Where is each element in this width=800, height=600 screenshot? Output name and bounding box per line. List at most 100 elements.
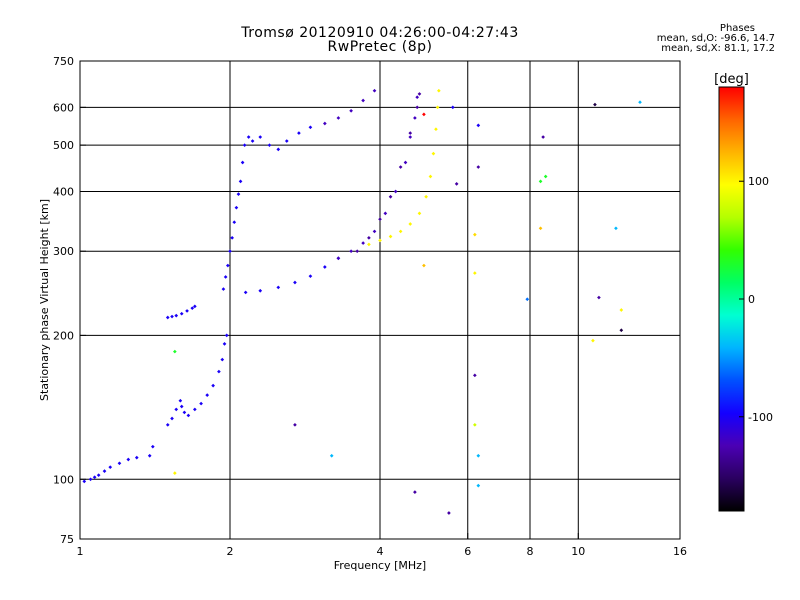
- data-point: [230, 235, 234, 240]
- data-point: [393, 189, 398, 194]
- data-point: [437, 88, 441, 93]
- data-point: [102, 469, 107, 473]
- data-point: [276, 285, 281, 290]
- data-point: [134, 455, 139, 460]
- data-point: [88, 477, 93, 482]
- data-point: [543, 174, 548, 179]
- x-axis-ticks: 1 2 4 6 8 10 16: [77, 533, 687, 558]
- data-point: [417, 211, 422, 216]
- grid-lines: [80, 61, 680, 539]
- phase-stats-header: Phases: [719, 23, 755, 34]
- data-point: [185, 309, 189, 313]
- x-axis-label: Frequency [MHz]: [334, 559, 426, 572]
- data-point: [378, 238, 382, 243]
- data-point: [242, 143, 247, 148]
- data-point: [538, 179, 543, 184]
- data-point: [367, 242, 371, 247]
- data-point: [415, 105, 420, 110]
- data-point: [372, 88, 377, 93]
- data-point: [450, 105, 455, 110]
- data-point: [170, 416, 174, 421]
- data-point: [92, 475, 97, 480]
- y-tick-label: 600: [53, 101, 74, 114]
- data-point: [221, 287, 226, 291]
- data-point: [614, 226, 618, 231]
- data-point: [336, 116, 341, 120]
- data-point: [473, 232, 477, 237]
- data-point: [349, 108, 353, 113]
- colorbar-tick-label: 0: [748, 293, 755, 306]
- data-point: [293, 280, 297, 285]
- y-tick-label: 750: [53, 55, 74, 68]
- data-point: [150, 444, 155, 449]
- chart-title: Tromsø 20120910 04:26:00-04:27:43: [241, 25, 519, 41]
- data-point: [619, 308, 624, 312]
- data-point: [179, 311, 184, 316]
- x-tick-label: 8: [527, 545, 534, 558]
- data-point: [174, 313, 179, 318]
- colorbar-tick-label: -100: [748, 411, 773, 424]
- y-tick-label: 500: [53, 139, 74, 152]
- data-point: [413, 116, 417, 120]
- data-point: [349, 249, 353, 254]
- data-point: [223, 275, 228, 279]
- data-point: [591, 338, 595, 343]
- data-point: [476, 165, 481, 169]
- data-point: [408, 222, 413, 226]
- data-point: [431, 151, 436, 156]
- phase-stats-x: mean, sd,X: 81.1, 17.2: [661, 43, 775, 54]
- data-point: [361, 241, 365, 245]
- data-point: [240, 160, 245, 165]
- y-axis-ticks: 75 100 200 300 400 500 600 750: [53, 55, 86, 546]
- data-point: [246, 135, 251, 139]
- data-point: [178, 398, 183, 403]
- data-point: [293, 422, 297, 427]
- data-point: [367, 235, 371, 240]
- data-point: [454, 182, 459, 186]
- data-point: [473, 373, 477, 378]
- data-point: [165, 315, 170, 320]
- data-point: [398, 165, 403, 169]
- data-point: [434, 127, 438, 132]
- data-point: [408, 135, 413, 139]
- chart-title-block: Tromsø 20120910 04:26:00-04:27:43 RwPret…: [230, 26, 530, 54]
- data-point: [476, 483, 481, 488]
- data-point: [308, 274, 313, 279]
- data-point: [165, 422, 170, 427]
- data-point: [173, 471, 177, 475]
- data-point: [435, 105, 440, 110]
- data-point: [422, 112, 426, 117]
- data-point: [220, 357, 225, 362]
- y-tick-label: 200: [53, 329, 74, 342]
- data-point: [236, 192, 241, 196]
- data-point: [258, 135, 263, 139]
- data-point: [424, 194, 428, 199]
- phase-stats: Phases mean, sd,O: -96.6, 14.7 mean, sd,…: [600, 24, 775, 54]
- data-point: [174, 407, 179, 412]
- data-point: [284, 139, 289, 143]
- data-point: [383, 211, 388, 216]
- data-point: [234, 205, 239, 210]
- x-tick-label: 16: [673, 545, 687, 558]
- data-point: [538, 226, 543, 231]
- data-point: [82, 479, 87, 484]
- x-tick-label: 1: [77, 545, 84, 558]
- data-point: [417, 92, 422, 96]
- y-axis-label: Stationary phase Virtual Height [km]: [38, 199, 51, 401]
- data-point: [267, 143, 272, 148]
- data-point: [541, 135, 545, 139]
- data-point: [211, 383, 215, 388]
- y-tick-label: 100: [53, 473, 74, 486]
- data-point: [403, 160, 408, 165]
- data-point: [190, 306, 195, 311]
- data-point: [422, 263, 426, 268]
- data-point: [225, 263, 230, 268]
- data-point: [476, 123, 481, 128]
- x-tick-label: 2: [227, 545, 234, 558]
- data-point: [228, 249, 232, 254]
- data-point: [378, 217, 382, 222]
- x-tick-label: 4: [377, 545, 384, 558]
- data-point: [126, 457, 131, 462]
- data-point: [525, 297, 530, 302]
- colorbar-tick-label: 100: [748, 175, 769, 188]
